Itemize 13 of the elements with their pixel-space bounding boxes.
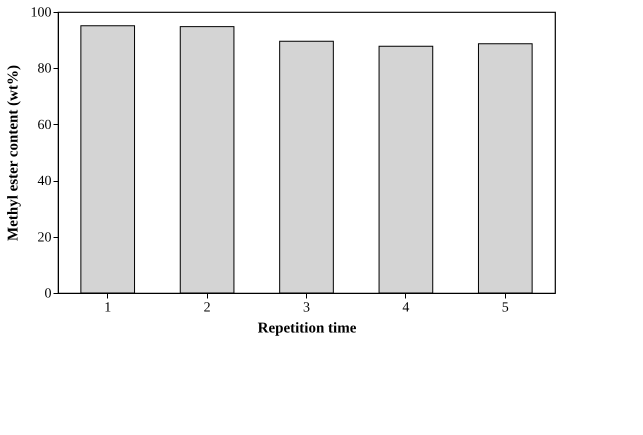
- y-tick-label: 40: [38, 174, 52, 190]
- x-tick-label: 3: [303, 300, 310, 316]
- y-tick-label: 80: [38, 62, 52, 77]
- y-tick-label: 100: [30, 6, 52, 20]
- x-tick-label: 1: [104, 300, 112, 316]
- y-axis-title: Methyl ester content (wt%): [6, 65, 22, 241]
- y-tick-label: 20: [38, 230, 52, 246]
- y-tick-label: 0: [44, 286, 52, 302]
- x-tick-label: 2: [204, 300, 211, 316]
- x-axis-title: Repetition time: [258, 320, 357, 336]
- x-tick-label: 4: [402, 300, 410, 316]
- x-tick-label: 5: [502, 300, 509, 316]
- y-tick-label: 60: [38, 118, 52, 133]
